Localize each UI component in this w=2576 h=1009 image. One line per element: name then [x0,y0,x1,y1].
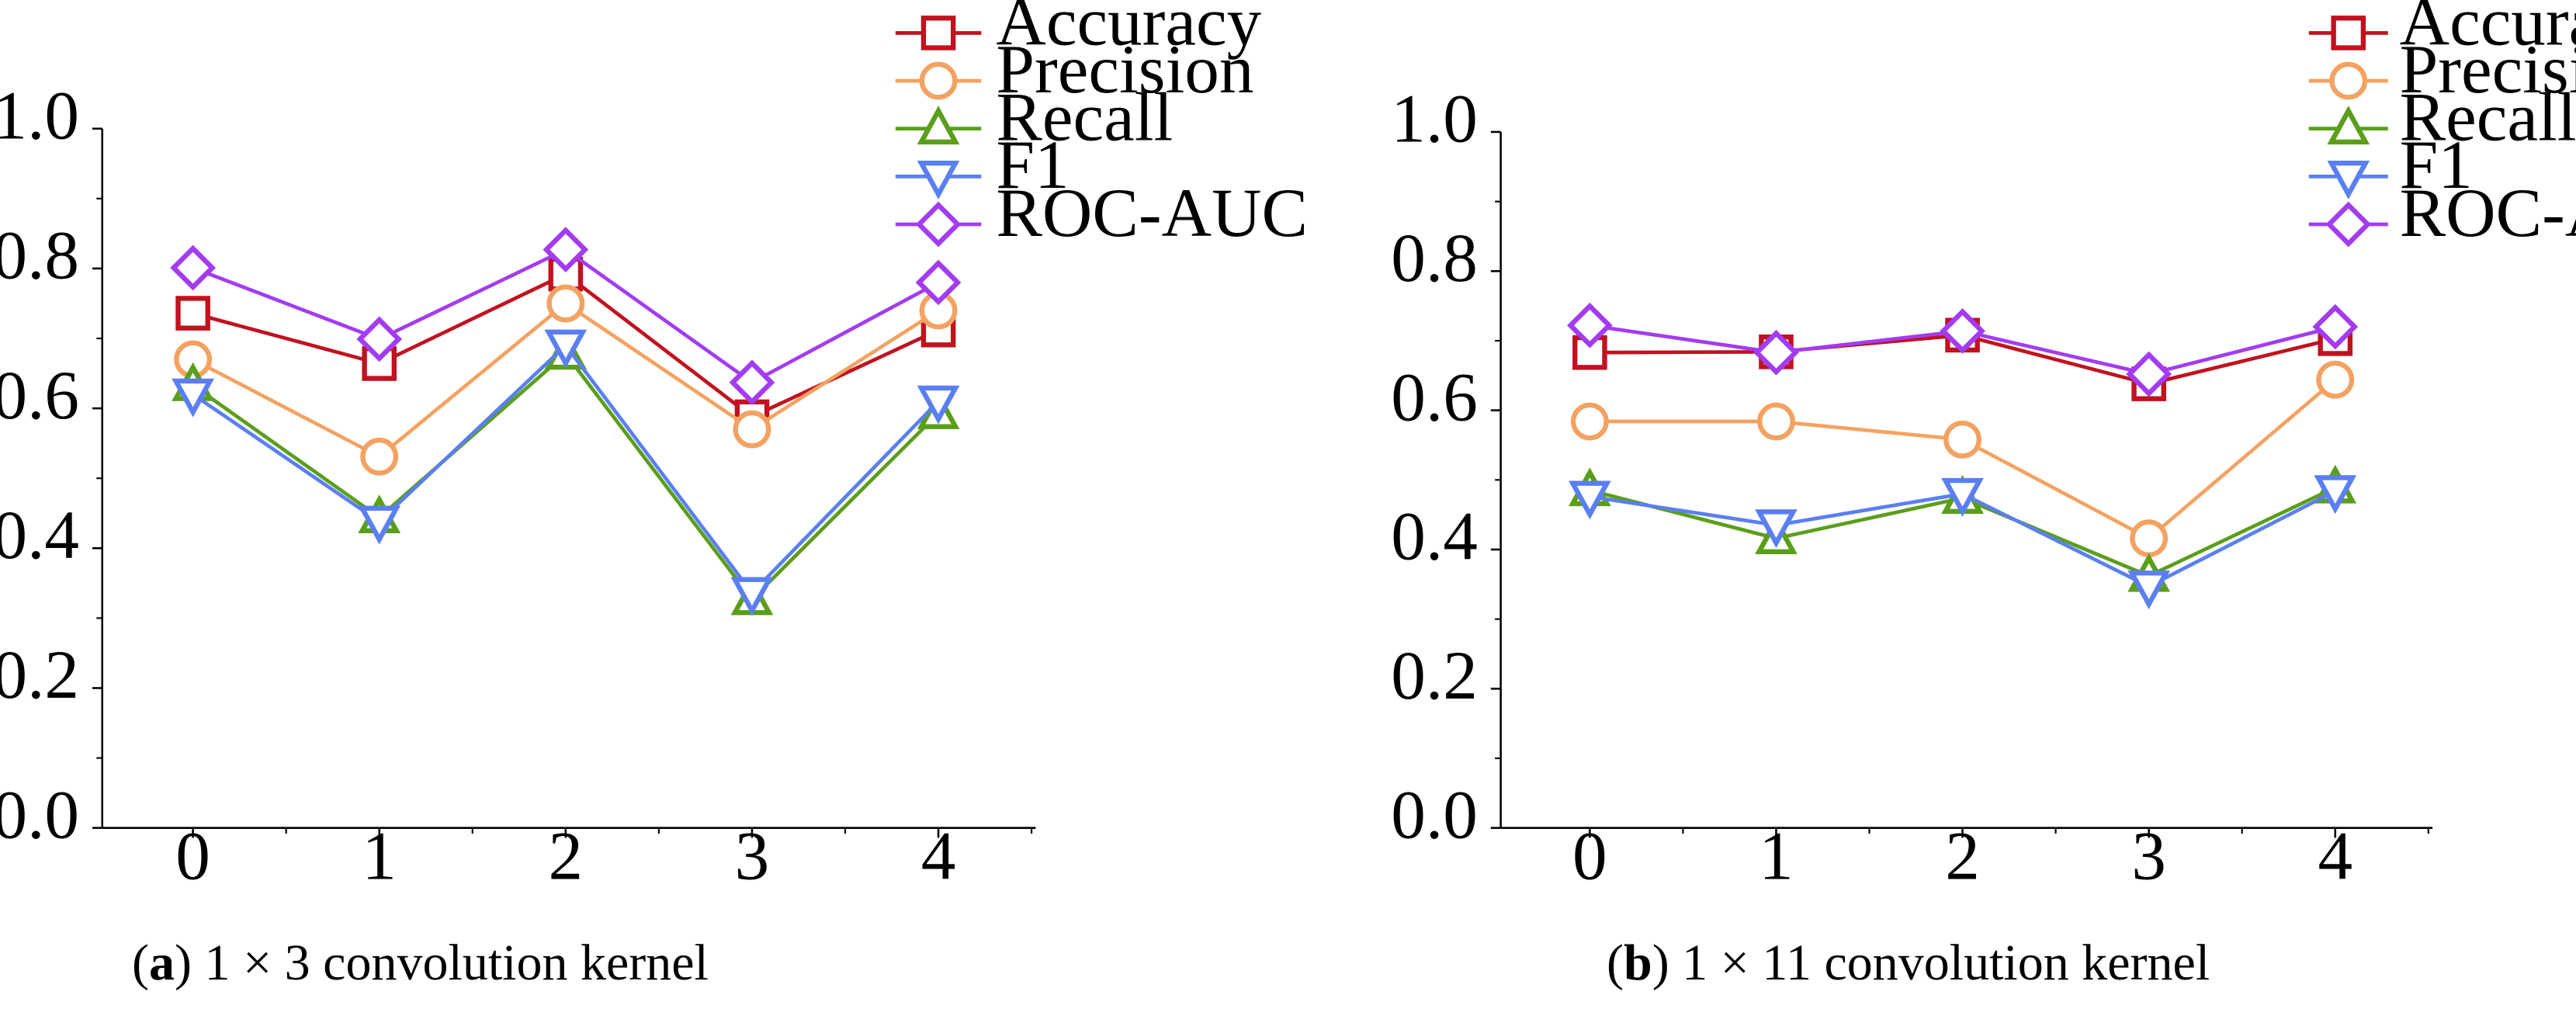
data-point-precision [546,284,585,323]
y-tick-label: 0.2 [1391,637,1478,714]
y-tick-label: 0.4 [1391,498,1478,575]
data-point-roc-auc [915,259,962,306]
data-point-roc-auc [543,227,589,272]
chart-panel-0: 0.0 0.2 0.4 0.6 0.8 1.0 0 1 2 3 4 AccuracyPrecision… [0,0,1308,895]
legend-label: Recall [996,79,1173,156]
data-point-accuracy [175,296,210,331]
y-tick-label: 1.0 [1391,81,1478,158]
y-tick-label: 0.0 [0,776,79,853]
legend-marker [2331,16,2366,50]
x-tick-label: 4 [2318,818,2352,895]
legend-marker [920,16,956,50]
data-point-precision [1757,402,1795,441]
legend-marker [2327,160,2370,199]
data-point-f1 [1941,477,1984,517]
legend-label: ROC-AUC [2400,175,2576,251]
data-point-roc-auc [1753,329,1799,376]
x-tick-label: 0 [1572,818,1607,895]
data-point-precision [1570,402,1609,441]
data-point-f1 [1755,509,1798,549]
x-tick-label: 2 [1945,818,1980,895]
y-tick-label: 0.8 [0,217,79,294]
series-roc-auc [1566,302,2359,397]
data-point-precision [2130,519,2169,558]
series-f1 [1568,475,2357,610]
y-tick-label: 0.0 [1391,776,1478,853]
x-tick-label: 3 [2131,818,2166,895]
series-precision [1570,360,2355,558]
y-tick-label: 0.8 [1391,220,1478,296]
caption-letter: b [1624,934,1652,991]
caption-text: ) 1 × 3 convolution kernel [175,934,709,991]
x-tick-label: 4 [921,818,956,895]
series-precision [174,284,958,476]
data-point-roc-auc [1566,302,1613,348]
caption-open-paren: ( [132,934,149,991]
series-roc-auc [170,227,962,406]
data-point-roc-auc [2126,351,2172,397]
x-tick-label: 1 [1759,818,1794,895]
data-point-f1 [172,378,214,418]
data-point-f1 [730,577,774,616]
legend-label: ROC-AUC [996,175,1308,251]
data-point-roc-auc [356,316,403,362]
y-tick-label: 0.6 [0,357,79,434]
series-line-recall [192,351,940,602]
x-tick-label: 2 [549,818,584,895]
series-f1 [172,329,960,616]
y-tick-label: 1.0 [0,77,79,154]
data-point-f1 [1568,480,1611,520]
chart-panel-1: 0.0 0.2 0.4 0.6 0.8 1.0 0 1 2 3 4 AccuracyPrecision… [1391,0,2576,895]
data-point-f1 [2127,570,2171,610]
y-tick-label: 0.6 [1391,359,1478,435]
legend-marker [2325,201,2372,248]
y-tick-label: 0.4 [0,497,79,574]
legend-label: F1 [2400,127,2473,203]
x-tick-label: 0 [175,818,210,895]
legend-label: Precision [2400,31,2576,108]
data-point-roc-auc [170,244,216,291]
data-point-precision [733,410,771,449]
caption-text: ) 1 × 11 convolution kernel [1652,934,2210,991]
legend-label: Recall [2400,79,2576,156]
y-tick-label: 0.2 [0,636,79,713]
legend-marker [2327,106,2370,145]
data-point-precision [1943,420,1981,459]
legend-marker [917,160,960,199]
caption-letter: a [149,934,175,991]
legend-marker [917,106,960,145]
figure-caption: (a) 1 × 3 convolution kernel [132,934,709,991]
legend-marker [919,61,958,100]
legend-label: Accuracy [2400,0,2576,60]
x-tick-label: 3 [735,818,770,895]
data-point-roc-auc [1940,308,1985,354]
figure-caption: (b) 1 × 11 convolution kernel [1607,934,2210,991]
data-point-roc-auc [2312,303,2359,350]
data-point-precision [2316,360,2355,399]
data-point-f1 [544,329,588,369]
legend-label: Accuracy [996,0,1261,60]
data-point-roc-auc [729,359,775,406]
caption-open-paren: ( [1607,934,1624,991]
series-line-precision [192,301,940,459]
legend-label: Precision [996,31,1253,108]
legend-marker [915,201,962,248]
data-point-precision [360,437,399,476]
x-tick-label: 1 [362,818,397,895]
data-point-f1 [358,505,401,545]
data-point-f1 [2314,475,2357,515]
legend-label: F1 [996,127,1069,203]
legend-marker [2329,61,2368,100]
data-point-f1 [917,385,960,425]
